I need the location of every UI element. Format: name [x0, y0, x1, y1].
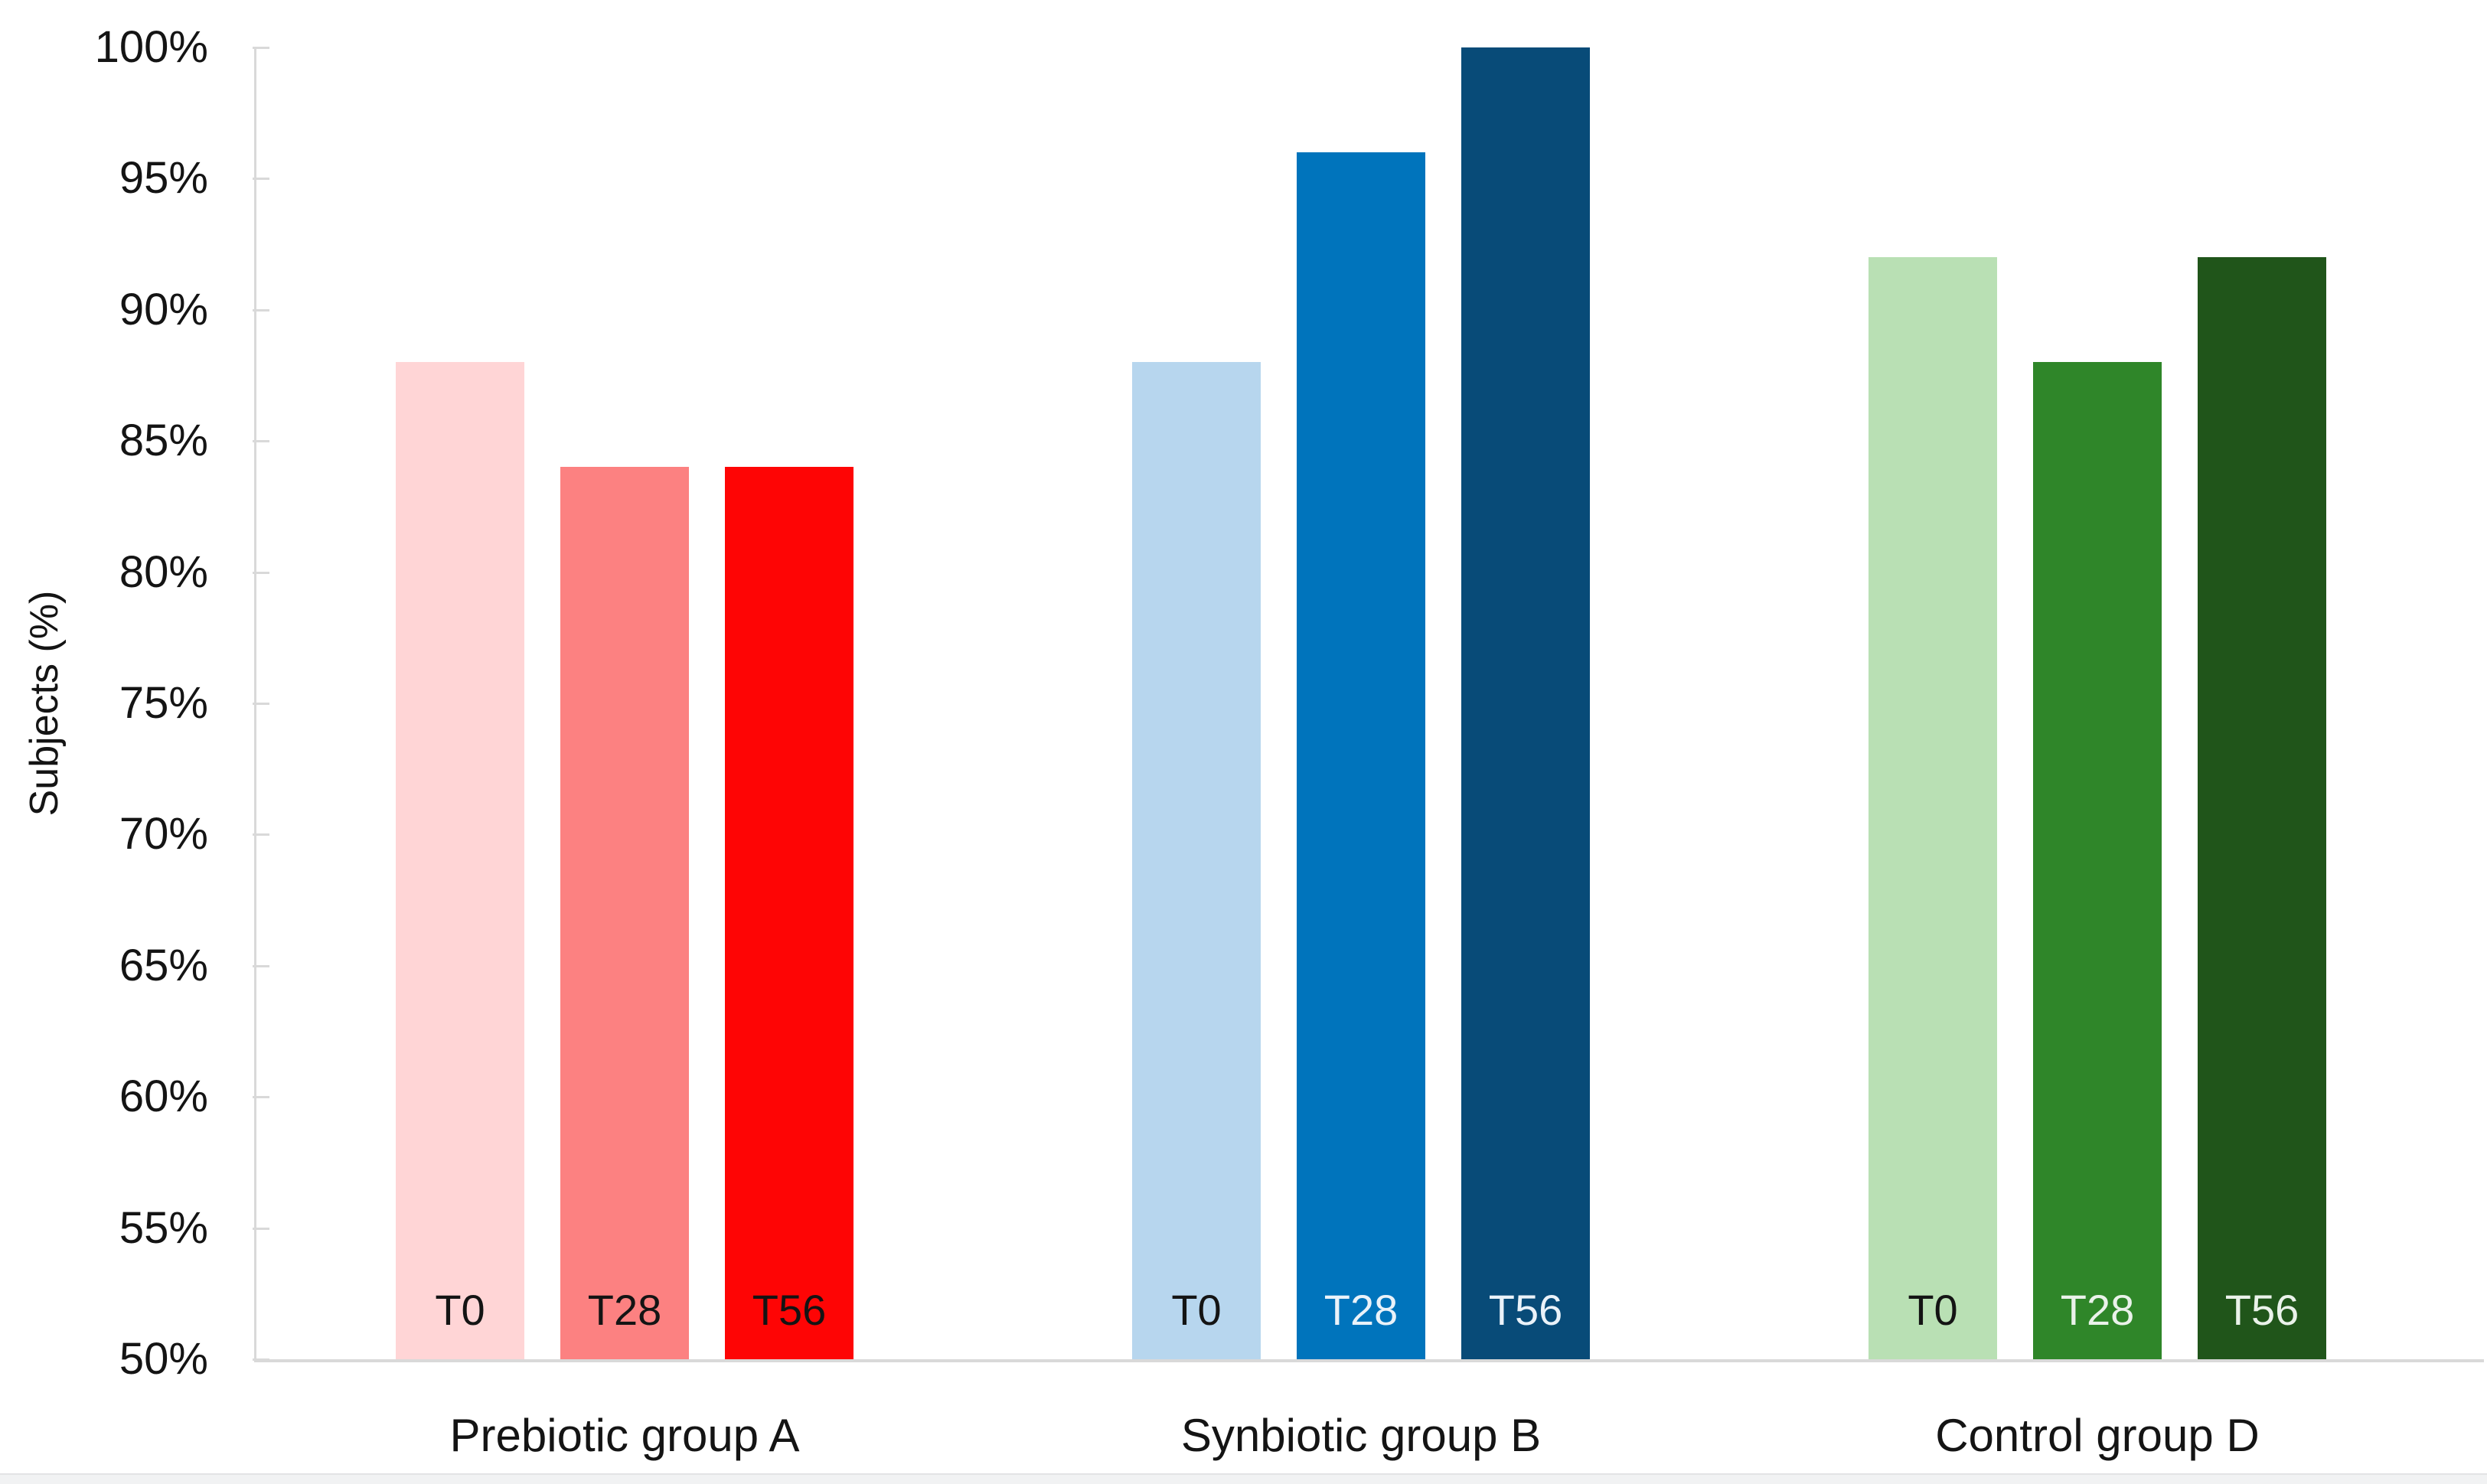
- y-tick-label: 70%: [119, 809, 208, 859]
- bar-group2-t56: T56: [1461, 47, 1590, 1359]
- bar-group3-t56: T56: [2198, 257, 2326, 1359]
- y-tick-label: 50%: [119, 1334, 208, 1384]
- bar-time-label: T56: [2224, 1285, 2299, 1334]
- y-tick-label: 65%: [119, 940, 208, 990]
- y-axis-tick-mark: [253, 1096, 269, 1099]
- y-tick-label: 100%: [94, 22, 208, 72]
- bar-time-label: T28: [2060, 1285, 2135, 1334]
- y-tick-label: 75%: [119, 678, 208, 728]
- bar-group3-t28: T28: [2033, 362, 2162, 1359]
- y-tick-label: 80%: [119, 546, 208, 597]
- y-tick-label: 60%: [119, 1071, 208, 1122]
- y-tick-label: 95%: [119, 153, 208, 204]
- y-axis-tick-mark: [253, 440, 269, 443]
- bar-group3-t0: T0: [1869, 257, 1997, 1359]
- y-axis-tick-mark: [253, 308, 269, 311]
- bar-time-label: T0: [435, 1285, 485, 1334]
- y-tick-label: 90%: [119, 284, 208, 334]
- x-group-label: Synbiotic group B: [1180, 1410, 1542, 1461]
- y-axis-tick-mark: [253, 703, 269, 705]
- x-group-label: Control group D: [1935, 1410, 2260, 1461]
- y-axis-tick-mark: [253, 571, 269, 574]
- y-axis-tick-mark: [253, 1227, 269, 1230]
- bar-group2-t0: T0: [1132, 362, 1261, 1359]
- bar-time-label: T28: [1323, 1285, 1399, 1334]
- y-tick-label: 55%: [119, 1202, 208, 1253]
- bar-time-label: T0: [1171, 1285, 1222, 1334]
- bar-group1-t28: T28: [560, 467, 689, 1359]
- bar-time-label: T28: [587, 1285, 662, 1334]
- x-group-label: Prebiotic group A: [449, 1410, 800, 1461]
- bar-time-label: T56: [752, 1285, 827, 1334]
- y-axis-tick-mark: [253, 1358, 269, 1361]
- bottom-divider: [0, 1473, 2487, 1484]
- y-axis-tick-mark: [253, 178, 269, 181]
- bar-time-label: T56: [1488, 1286, 1563, 1334]
- x-axis-baseline: [254, 1359, 2484, 1362]
- y-axis-tick-mark: [253, 964, 269, 967]
- bar-group2-t28: T28: [1297, 152, 1425, 1359]
- y-axis-tick-mark: [253, 47, 269, 49]
- y-axis-tick-mark: [253, 833, 269, 837]
- bar-time-label: T0: [1908, 1285, 1958, 1334]
- bar-group1-t56: T56: [725, 467, 853, 1359]
- y-tick-label: 85%: [119, 416, 208, 466]
- bar-group1-t0: T0: [396, 362, 524, 1359]
